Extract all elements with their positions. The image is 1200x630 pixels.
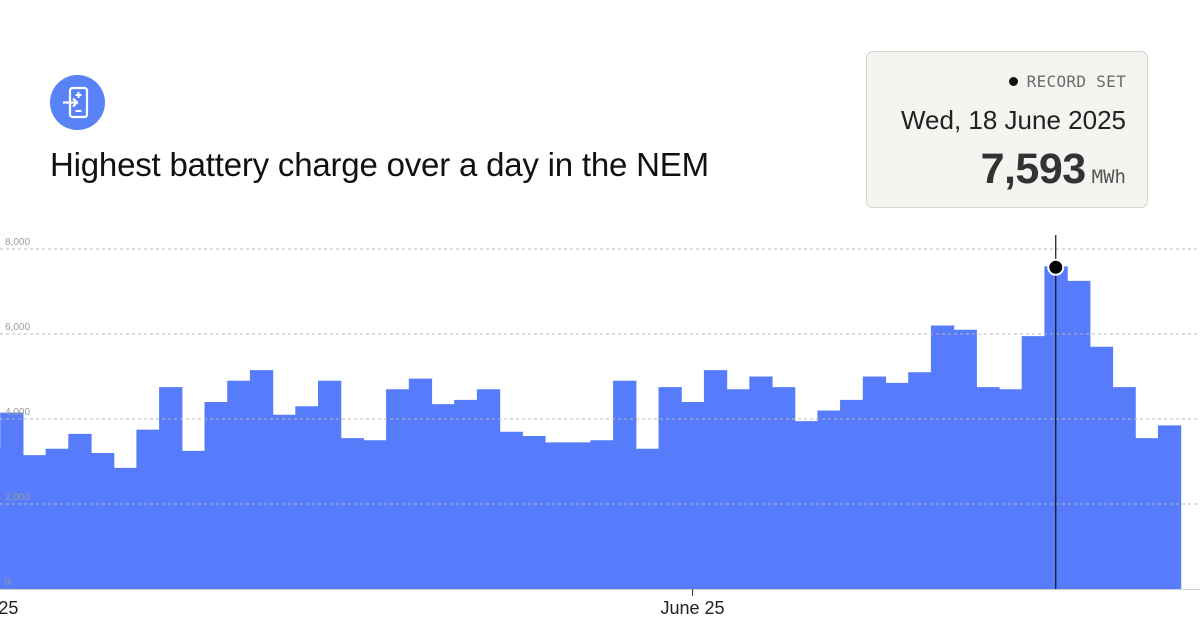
y-tick-label: 0 [5, 577, 11, 588]
bar[interactable] [794, 421, 818, 589]
bar[interactable] [1021, 336, 1045, 589]
bar[interactable] [658, 387, 682, 589]
bar[interactable] [726, 389, 750, 589]
bar[interactable] [817, 410, 841, 590]
record-value: 7,593 [980, 145, 1087, 193]
bar[interactable] [68, 433, 92, 589]
bar[interactable] [431, 404, 455, 589]
record-unit: MWh [1091, 166, 1126, 188]
bar[interactable] [113, 467, 137, 589]
bar[interactable] [318, 380, 342, 589]
bar[interactable] [885, 382, 909, 589]
bar[interactable] [159, 387, 183, 589]
bar[interactable] [386, 389, 410, 589]
y-tick-label: 6,000 [5, 322, 30, 333]
bar[interactable] [908, 372, 932, 589]
bar[interactable] [363, 440, 387, 589]
bar[interactable] [227, 380, 251, 589]
bar[interactable] [91, 453, 115, 589]
bar[interactable] [476, 389, 501, 589]
bar[interactable] [953, 329, 977, 589]
bar[interactable] [567, 442, 591, 589]
bar[interactable] [772, 387, 796, 589]
bar[interactable] [181, 450, 206, 589]
bar[interactable] [272, 414, 296, 589]
bar[interactable] [1135, 438, 1159, 589]
bar[interactable] [249, 370, 274, 589]
y-tick-label: 2,000 [5, 492, 30, 503]
x-tick-label: June 25 [661, 598, 725, 618]
record-date: Wed, 18 June 2025 [900, 105, 1126, 135]
bar[interactable] [681, 402, 705, 589]
bar[interactable] [545, 442, 569, 589]
bar[interactable] [340, 438, 364, 589]
bar[interactable] [976, 387, 1000, 589]
bar[interactable] [1067, 280, 1091, 589]
bar[interactable] [635, 448, 660, 589]
bar[interactable] [862, 376, 887, 590]
bar[interactable] [454, 399, 478, 589]
bar[interactable] [1157, 425, 1182, 589]
highlight-point[interactable] [1047, 258, 1065, 276]
bar[interactable] [45, 448, 69, 589]
bar[interactable] [840, 399, 864, 589]
x-tick-label: May 25 [0, 598, 18, 618]
record-value-row: 7,593 MWh [981, 145, 1126, 194]
bar[interactable] [204, 402, 228, 589]
bar[interactable] [749, 376, 773, 590]
y-tick-label: 8,000 [5, 237, 30, 248]
bar[interactable] [408, 378, 433, 589]
bar[interactable] [590, 440, 614, 589]
bar[interactable] [703, 370, 728, 589]
bar[interactable] [613, 380, 637, 589]
bar[interactable] [930, 325, 955, 590]
record-dot-icon [1008, 77, 1018, 86]
bar[interactable] [22, 455, 47, 589]
bar[interactable] [136, 429, 160, 589]
bar[interactable] [295, 406, 319, 589]
y-tick-label: 4,000 [5, 407, 30, 418]
record-label-text: RECORD SET [1026, 72, 1126, 91]
bar[interactable] [999, 389, 1023, 589]
bar[interactable] [499, 431, 523, 589]
battery-charge-icon [50, 75, 105, 130]
bar[interactable] [1112, 387, 1136, 589]
page-title: Highest battery charge over a day in the… [50, 146, 709, 183]
record-label: RECORD SET [1008, 72, 1126, 91]
bar[interactable] [522, 436, 546, 589]
bar[interactable] [0, 412, 24, 589]
bar[interactable] [1089, 346, 1114, 589]
record-card: RECORD SET Wed, 18 June 2025 7,593 MWh [866, 51, 1148, 208]
